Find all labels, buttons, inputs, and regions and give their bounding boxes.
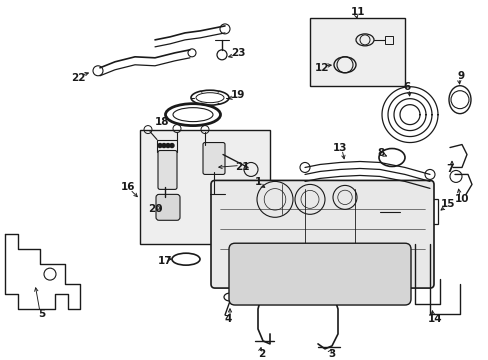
Text: 18: 18 [154,117,169,127]
Text: 12: 12 [314,63,328,73]
Circle shape [165,144,170,148]
Circle shape [170,144,174,148]
FancyBboxPatch shape [210,180,433,288]
FancyBboxPatch shape [203,143,224,175]
Bar [264,184,299,214]
Text: 1: 1 [254,177,261,188]
Text: 19: 19 [230,90,244,100]
Text: 6: 6 [403,82,410,92]
Circle shape [158,144,162,148]
Text: 5: 5 [38,309,45,319]
Text: 21: 21 [234,162,249,172]
Text: 23: 23 [230,48,245,58]
Text: 4: 4 [224,314,231,324]
Text: 22: 22 [71,73,85,83]
Text: 2: 2 [258,349,265,359]
Bar [384,36,392,44]
Bar [309,18,404,86]
FancyBboxPatch shape [228,243,410,305]
Bar [140,130,269,244]
Text: 10: 10 [454,194,468,204]
Text: 16: 16 [121,183,135,192]
FancyBboxPatch shape [156,194,180,220]
Bar [399,199,437,224]
Text: 14: 14 [427,314,442,324]
Text: 15: 15 [440,199,454,210]
Text: 9: 9 [456,71,464,81]
Text: 3: 3 [328,349,335,359]
Text: 17: 17 [157,256,172,266]
FancyBboxPatch shape [158,150,177,189]
Text: 13: 13 [332,143,346,153]
Text: 20: 20 [147,204,162,214]
Text: 8: 8 [377,148,384,158]
Text: 7: 7 [446,165,453,175]
Text: 11: 11 [350,7,365,17]
Bar [157,140,177,152]
Circle shape [162,144,165,148]
